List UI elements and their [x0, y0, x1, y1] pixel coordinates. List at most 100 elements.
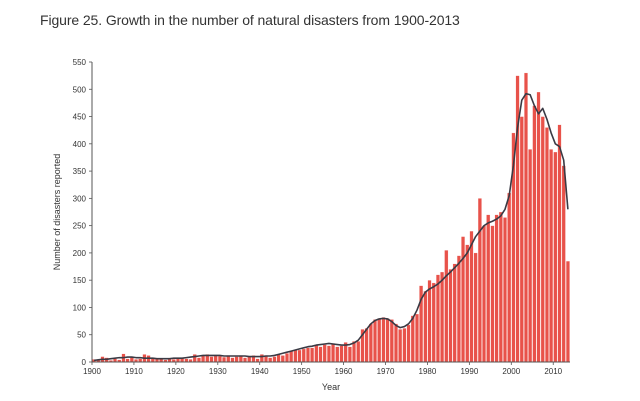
bar-2004 — [528, 149, 533, 363]
bar-1970 — [385, 318, 390, 363]
bar-2009 — [549, 149, 554, 363]
y-tick-label: 250 — [73, 222, 87, 231]
bar-2002 — [519, 116, 524, 363]
bar-1966 — [368, 323, 373, 363]
x-tick-label: 1950 — [293, 367, 311, 376]
bar-1992 — [477, 198, 482, 363]
bar-1943 — [272, 356, 277, 363]
bar-1951 — [305, 347, 310, 363]
axes — [91, 62, 570, 363]
x-tick-label: 1990 — [460, 367, 478, 376]
bar-1963 — [356, 341, 361, 363]
y-tick-label: 300 — [73, 194, 87, 203]
bar-1942 — [268, 357, 273, 363]
bar-2010 — [553, 151, 558, 363]
bar-1977 — [415, 313, 419, 363]
bar-1987 — [456, 255, 461, 363]
bar-1968 — [377, 318, 382, 363]
bar-1986 — [452, 263, 457, 363]
bar-1934 — [234, 356, 239, 363]
x-tick-label: 1930 — [209, 367, 227, 376]
bar-1961 — [347, 346, 352, 363]
bar-1984 — [444, 250, 449, 363]
bar-1982 — [435, 274, 440, 363]
bar-1953 — [314, 344, 319, 363]
y-tick-label: 550 — [73, 58, 87, 67]
bar-1974 — [402, 328, 407, 363]
bar-1969 — [381, 317, 386, 363]
y-axis-ticks: 0 50 100 150 200 250 300 350 400 450 500 550 — [73, 58, 92, 367]
bar-2013 — [565, 260, 570, 363]
x-tick-label: 1910 — [125, 367, 143, 376]
bar-1995 — [490, 225, 495, 363]
bar-1996 — [494, 214, 499, 363]
bar-1946 — [285, 353, 289, 363]
bar-1930 — [217, 355, 222, 363]
bar-1959 — [339, 345, 344, 363]
bar-1937 — [247, 356, 252, 363]
x-axis-title: Year — [322, 382, 340, 392]
bar-1985 — [448, 269, 453, 363]
x-tick-label: 1900 — [83, 367, 101, 376]
bar-2005 — [532, 105, 537, 363]
bar-1983 — [440, 271, 445, 363]
x-tick-label: 2010 — [544, 367, 562, 376]
bar-1979 — [423, 290, 428, 363]
y-tick-label: 200 — [73, 249, 87, 258]
bar-1957 — [331, 343, 336, 363]
bar-1926 — [201, 355, 206, 363]
x-tick-label: 1970 — [377, 367, 395, 376]
bar-1994 — [486, 214, 491, 363]
bar-1971 — [389, 319, 394, 363]
bar-1950 — [301, 348, 306, 363]
bar-1947 — [289, 350, 294, 363]
bar-1958 — [335, 346, 340, 363]
bar-1936 — [243, 357, 247, 363]
x-tick-label: 1940 — [251, 367, 269, 376]
y-tick-label: 150 — [73, 276, 87, 285]
y-axis-title: Number of disasters reported — [52, 154, 62, 271]
bar-1962 — [352, 341, 357, 363]
bar-1928 — [209, 356, 214, 363]
bar-1975 — [406, 324, 411, 363]
bar-1924 — [192, 354, 197, 363]
bar-1955 — [322, 344, 327, 363]
bar-1945 — [280, 355, 285, 363]
y-tick-label: 50 — [77, 331, 86, 340]
bar-1999 — [507, 192, 512, 363]
x-tick-label: 1960 — [335, 367, 353, 376]
bar-2008 — [544, 127, 549, 363]
bar-1972 — [394, 323, 398, 363]
figure-title: Figure 25. Growth in the number of natur… — [40, 12, 460, 28]
bar-1965 — [364, 328, 369, 363]
y-tick-label: 350 — [73, 167, 87, 176]
y-tick-label: 0 — [82, 358, 87, 367]
trend-line — [93, 92, 569, 362]
bar-1952 — [310, 347, 315, 363]
x-tick-label: 1980 — [419, 367, 437, 376]
bar-1973 — [398, 329, 403, 363]
bar-1993 — [482, 225, 486, 363]
bar-2011 — [557, 124, 562, 363]
y-tick-label: 500 — [73, 85, 87, 94]
x-tick-label: 1920 — [167, 367, 185, 376]
y-tick-label: 400 — [73, 140, 87, 149]
bar-1997 — [498, 211, 503, 363]
bar-1929 — [213, 355, 218, 363]
bar-1976 — [410, 315, 415, 363]
bar-1948 — [293, 349, 298, 363]
bar-2007 — [540, 116, 545, 363]
bar-2012 — [561, 165, 566, 363]
bar-1989 — [465, 244, 470, 363]
bar-1931 — [222, 356, 227, 363]
bar-1991 — [473, 252, 478, 363]
bar-1940 — [259, 354, 264, 363]
bar-1998 — [503, 217, 507, 363]
bar-1967 — [373, 319, 377, 363]
bar-1980 — [427, 280, 432, 363]
bar-1933 — [230, 357, 235, 363]
bar-2003 — [524, 72, 528, 363]
x-tick-label: 2000 — [502, 367, 520, 376]
